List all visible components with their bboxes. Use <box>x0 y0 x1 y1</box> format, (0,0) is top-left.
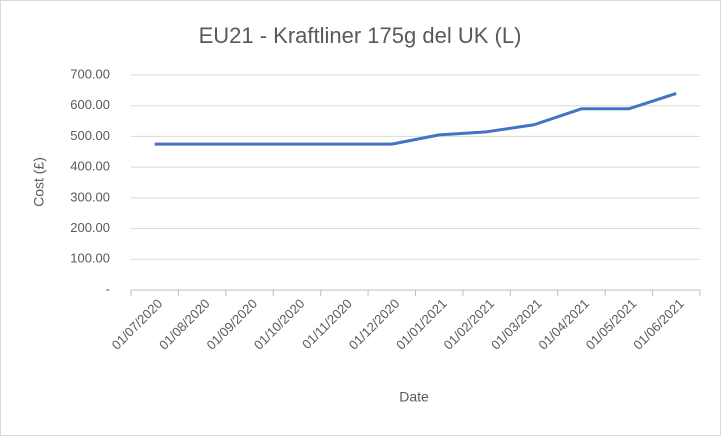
y-tick-label: 100.00 <box>70 251 110 266</box>
chart-title: EU21 - Kraftliner 175g del UK (L) <box>199 23 522 48</box>
y-tick-label: 600.00 <box>70 97 110 112</box>
y-tick-label: 300.00 <box>70 189 110 204</box>
x-axis-label: Date <box>399 389 429 405</box>
y-tick-label: 700.00 <box>70 66 110 81</box>
y-axis-label: Cost (£) <box>31 157 47 207</box>
y-tick-label: 400.00 <box>70 159 110 174</box>
y-tick-label: - <box>106 281 110 296</box>
y-tick-label: 200.00 <box>70 220 110 235</box>
data-line <box>154 92 677 146</box>
y-tick-label: 500.00 <box>70 128 110 143</box>
